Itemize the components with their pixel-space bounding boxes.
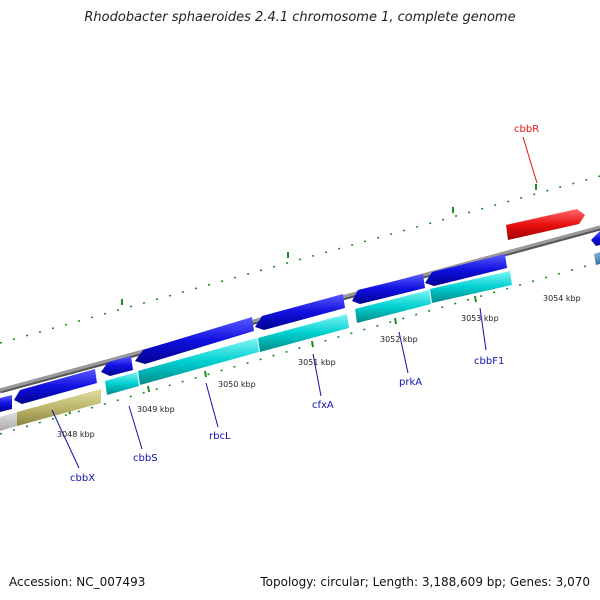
tick-label: 3053 kbp [461,314,499,323]
gene-block [258,314,349,352]
leader-line [479,307,487,351]
tick-label: 3050 kbp [218,380,256,389]
tick-label: 3052 kbp [380,335,418,344]
gene-arrow [255,294,345,330]
gene-arrow [101,356,133,376]
inner-tick-track [0,261,600,435]
gene-block [105,372,139,395]
tick-label: 3054 kbp [543,294,581,303]
gene-arrow [425,254,507,286]
gene-label-cbbF1: cbbF1 [474,356,504,367]
tick-labels: 3048 kbp 3049 kbp 3050 kbp 3051 kbp 3052… [57,294,581,439]
leader-line [522,136,538,184]
gene-arrow [591,231,600,246]
gene-block [138,338,259,385]
genome-summary-text: Topology: circular; Length: 3,188,609 bp… [260,575,590,589]
major-tick [311,340,314,348]
gene-block [594,252,600,265]
leader-line [398,331,409,374]
tick-label: 3051 kbp [298,358,336,367]
gene-label-cbbX: cbbX [70,473,95,484]
gene-arrow [14,369,97,404]
major-ticks [68,184,537,415]
gene-label-cbbR: cbbR [514,124,539,135]
major-tick [394,317,397,325]
major-tick [147,385,150,393]
tick-label: 3049 kbp [137,405,175,414]
leader-line [205,382,219,428]
leader-line [51,409,80,469]
inner-strand-genes [0,252,600,431]
major-tick [474,295,477,303]
gene-labels: cbbR cbbX cbbS rbcL cfxA prkA cbbF1 [70,124,539,484]
leader-line [128,405,143,450]
gene-label-cfxA: cfxA [312,400,334,411]
gene-arrow [506,209,585,240]
gene-block [0,412,17,431]
gene-block [17,389,101,426]
outer-tick-track [0,175,600,344]
leader-lines [51,136,538,469]
gene-arrow [0,395,12,412]
gene-arrow [135,317,254,364]
leader-line [312,353,322,397]
outer-strand-genes [0,209,600,412]
gene-label-cbbS: cbbS [133,453,158,464]
accession-text: Accession: NC_007493 [9,575,146,589]
tick-label: 3048 kbp [57,430,95,439]
gene-block [430,271,512,303]
gene-label-rbcL: rbcL [209,431,231,442]
gene-arrow [352,274,425,304]
gene-label-prkA: prkA [399,377,422,388]
gene-block [355,290,431,323]
major-tick [204,370,207,378]
map-title: Rhodobacter sphaeroides 2.4.1 chromosome… [84,10,516,25]
